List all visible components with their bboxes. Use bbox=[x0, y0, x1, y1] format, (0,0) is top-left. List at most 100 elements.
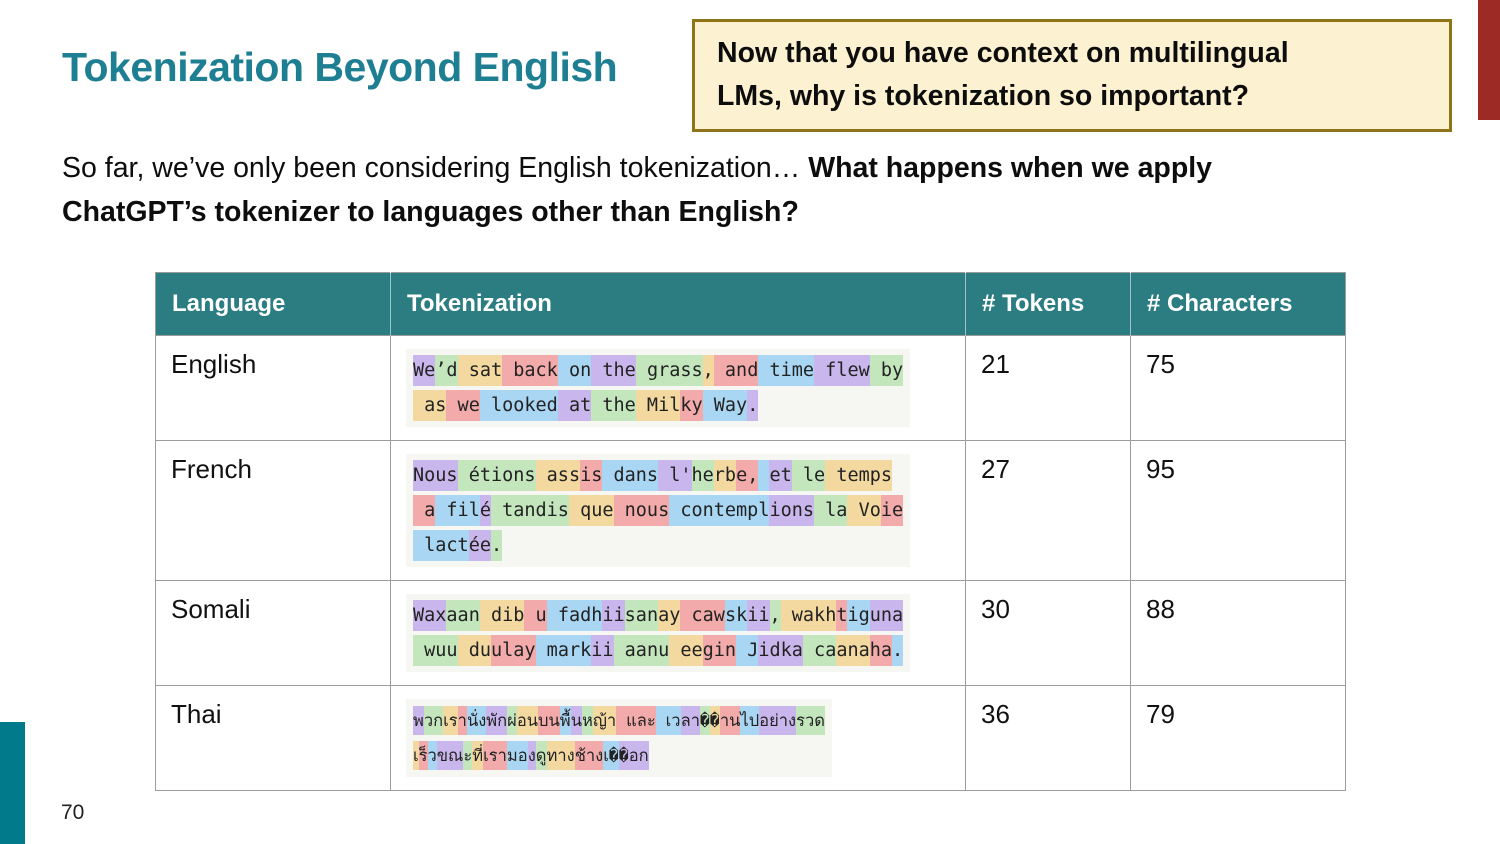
token: et bbox=[769, 460, 792, 491]
tokenization-cell: We’d sat back on the grass, and time fle… bbox=[390, 335, 966, 441]
language-cell: English bbox=[155, 335, 391, 441]
token bbox=[758, 460, 770, 491]
column-header-0: Language bbox=[155, 272, 391, 336]
token: ca bbox=[802, 635, 837, 666]
token: aan bbox=[446, 600, 480, 631]
token: looked bbox=[479, 390, 558, 421]
num-tokens-cell: 36 bbox=[965, 685, 1131, 791]
token: time bbox=[758, 355, 815, 386]
token: Nous bbox=[413, 460, 458, 491]
token: aanu bbox=[613, 635, 670, 666]
bottom-left-accent-bar bbox=[0, 722, 25, 844]
token: idka bbox=[758, 635, 803, 666]
language-cell: Thai bbox=[155, 685, 391, 791]
token-line: พวกเรานั่งพักผ่อนบนพื้นหญ้า และ เวลา��าน… bbox=[413, 703, 825, 738]
token: , bbox=[702, 355, 714, 386]
token: ช้าง bbox=[574, 741, 604, 770]
intro-text-normal: So far, we’ve only been considering Engl… bbox=[62, 152, 809, 184]
tokenization-cell: Nous étions assis dans l'herbe, et le te… bbox=[390, 440, 966, 581]
token: ii bbox=[591, 635, 614, 666]
token: ii bbox=[747, 600, 770, 631]
token: Mil bbox=[635, 390, 681, 421]
token: ay bbox=[658, 600, 681, 631]
token: พื้ bbox=[559, 706, 571, 735]
token: dib bbox=[479, 600, 525, 631]
num-tokens-cell: 30 bbox=[965, 580, 1131, 686]
token: étions bbox=[457, 460, 536, 491]
tokenization-cell: Waxaan dib u fadhiisanay cawskii, wakhti… bbox=[390, 580, 966, 686]
intro-paragraph: So far, we’ve only been considering Engl… bbox=[62, 146, 1352, 234]
table-row: Thai พวกเรานั่งพักผ่อนบนพื้นหญ้า และ เวลา… bbox=[155, 685, 1346, 791]
token: � bbox=[699, 706, 710, 735]
token: น bbox=[570, 706, 582, 735]
token: าน bbox=[719, 706, 741, 735]
token: he bbox=[691, 460, 714, 491]
token: t bbox=[836, 600, 848, 631]
token: flew bbox=[814, 355, 870, 386]
token: is bbox=[580, 460, 603, 491]
token: ulay bbox=[490, 635, 536, 666]
token: we bbox=[446, 390, 480, 421]
token: ะ bbox=[463, 741, 473, 770]
token: fadh bbox=[546, 600, 603, 631]
token: า bbox=[457, 706, 467, 735]
token: the bbox=[591, 390, 636, 421]
token: ดู bbox=[535, 741, 547, 770]
token: อย่าง bbox=[759, 706, 797, 735]
token-line: We’d sat back on the grass, and time fle… bbox=[413, 353, 904, 388]
token: เ� bbox=[603, 741, 619, 770]
token: tandis bbox=[490, 495, 569, 526]
column-header-2: # Tokens bbox=[965, 272, 1131, 336]
token: ana bbox=[836, 635, 870, 666]
top-right-accent-bar bbox=[1478, 0, 1500, 120]
token: เร bbox=[443, 706, 458, 735]
token: u bbox=[524, 600, 547, 631]
token: wuu bbox=[413, 635, 458, 666]
question-callout: Now that you have context on multilingua… bbox=[692, 19, 1452, 132]
token: lact bbox=[413, 530, 469, 561]
token: ée bbox=[468, 530, 491, 561]
token-line: Waxaan dib u fadhiisanay cawskii, wakhti… bbox=[413, 598, 904, 633]
token: เ bbox=[413, 741, 419, 770]
token: contempl bbox=[669, 495, 770, 526]
token-visualization: We’d sat back on the grass, and time fle… bbox=[406, 349, 911, 427]
token: ass bbox=[535, 460, 581, 491]
num-tokens-cell: 21 bbox=[965, 335, 1131, 441]
token: รวด bbox=[796, 706, 825, 735]
table-header-row: Language Tokenization # Tokens # Characters bbox=[155, 272, 1346, 336]
token: at bbox=[557, 390, 592, 421]
token: �อก bbox=[618, 741, 649, 770]
token: grass bbox=[635, 355, 703, 386]
callout-line-1: Now that you have context on multilingua… bbox=[717, 37, 1289, 69]
token-line: เร็วขณะที่เรามองดูทางช้างเ��อก bbox=[413, 738, 825, 773]
callout-line-2: LMs, why is tokenization so important? bbox=[717, 80, 1250, 113]
token: ลา bbox=[680, 706, 700, 735]
token: ’d bbox=[435, 355, 458, 386]
token: , bbox=[769, 600, 781, 631]
num-characters-cell: 88 bbox=[1130, 580, 1346, 686]
token: gin bbox=[702, 635, 737, 666]
page-number: 70 bbox=[61, 801, 85, 824]
token-line: as we looked at the Milky Way. bbox=[413, 388, 903, 423]
token: วก bbox=[423, 706, 444, 735]
token: que bbox=[568, 495, 614, 526]
token: ions bbox=[769, 495, 815, 526]
token: ง bbox=[527, 741, 536, 770]
token: fil bbox=[435, 495, 480, 526]
token: ky bbox=[680, 390, 703, 421]
token: พ bbox=[413, 706, 424, 735]
token: และ bbox=[616, 706, 656, 735]
token: una bbox=[869, 600, 904, 631]
token: and bbox=[713, 355, 759, 386]
token: อน bbox=[516, 706, 539, 735]
token: ห bbox=[581, 706, 593, 735]
token: พัก bbox=[486, 706, 508, 735]
token: nous bbox=[613, 495, 670, 526]
token: wakh bbox=[780, 600, 837, 631]
table-row: French Nous étions assis dans l'herbe, et… bbox=[155, 440, 1346, 581]
token: temps bbox=[825, 460, 893, 491]
token-visualization: พวกเรานั่งพักผ่อนบนพื้นหญ้า และ เวลา��าน… bbox=[406, 699, 832, 777]
token: ผ่ bbox=[507, 706, 517, 735]
tokenization-table: Language Tokenization # Tokens # Characters… bbox=[155, 272, 1346, 791]
token: caw bbox=[680, 600, 725, 631]
